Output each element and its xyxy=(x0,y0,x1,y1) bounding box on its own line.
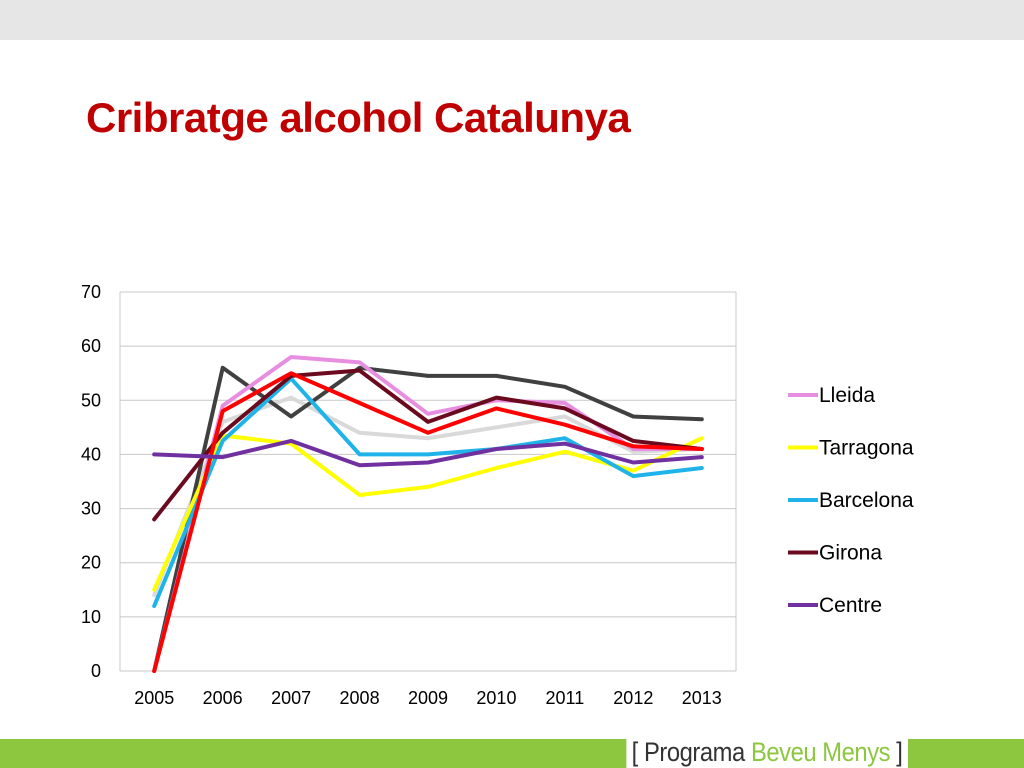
x-tick-label: 2005 xyxy=(134,688,174,708)
footer-brand: [ Programa Beveu Menys ] xyxy=(626,736,908,768)
brand-name-part1: Programa xyxy=(644,737,746,767)
y-tick-label: 50 xyxy=(81,390,101,410)
y-tick-label: 10 xyxy=(81,607,101,627)
y-tick-label: 30 xyxy=(81,499,101,519)
legend-label: Girona xyxy=(819,542,882,565)
y-tick-label: 0 xyxy=(91,661,101,681)
series-line xyxy=(152,355,704,673)
x-tick-label: 2009 xyxy=(408,688,448,708)
brand-bracket-close: ] xyxy=(896,737,904,767)
x-tick-label: 2007 xyxy=(271,688,311,708)
x-tick-label: 2010 xyxy=(476,688,516,708)
y-tick-label: 40 xyxy=(81,444,101,464)
brand-name-part2: Beveu Menys xyxy=(751,737,891,767)
series-line xyxy=(152,371,704,673)
legend-label: Barcelona xyxy=(819,489,914,512)
top-band xyxy=(0,0,1024,40)
x-tick-label: 2013 xyxy=(682,688,722,708)
x-tick-label: 2012 xyxy=(613,688,653,708)
series-line xyxy=(152,438,704,468)
x-tick-label: 2006 xyxy=(203,688,243,708)
x-tick-label: 2011 xyxy=(546,688,585,708)
series-line xyxy=(152,376,704,608)
legend-label: Lleida xyxy=(819,384,875,407)
y-tick-label: 60 xyxy=(81,336,101,356)
slide-title: Cribratge alcohol Catalunya xyxy=(86,94,631,141)
x-tick-label: 2008 xyxy=(340,688,380,708)
y-tick-label: 20 xyxy=(81,553,101,573)
y-tick-label: 70 xyxy=(81,282,101,302)
brand-bracket-open: [ xyxy=(631,737,639,767)
legend-label: Centre xyxy=(819,594,882,617)
line-chart: 0 10 20 30 40 50 60 70 2005 2006 2007 2008 2009 2010 2… xyxy=(81,282,914,708)
series-line xyxy=(152,365,704,673)
legend-label: Tarragona xyxy=(819,437,914,460)
series-line xyxy=(152,368,704,522)
